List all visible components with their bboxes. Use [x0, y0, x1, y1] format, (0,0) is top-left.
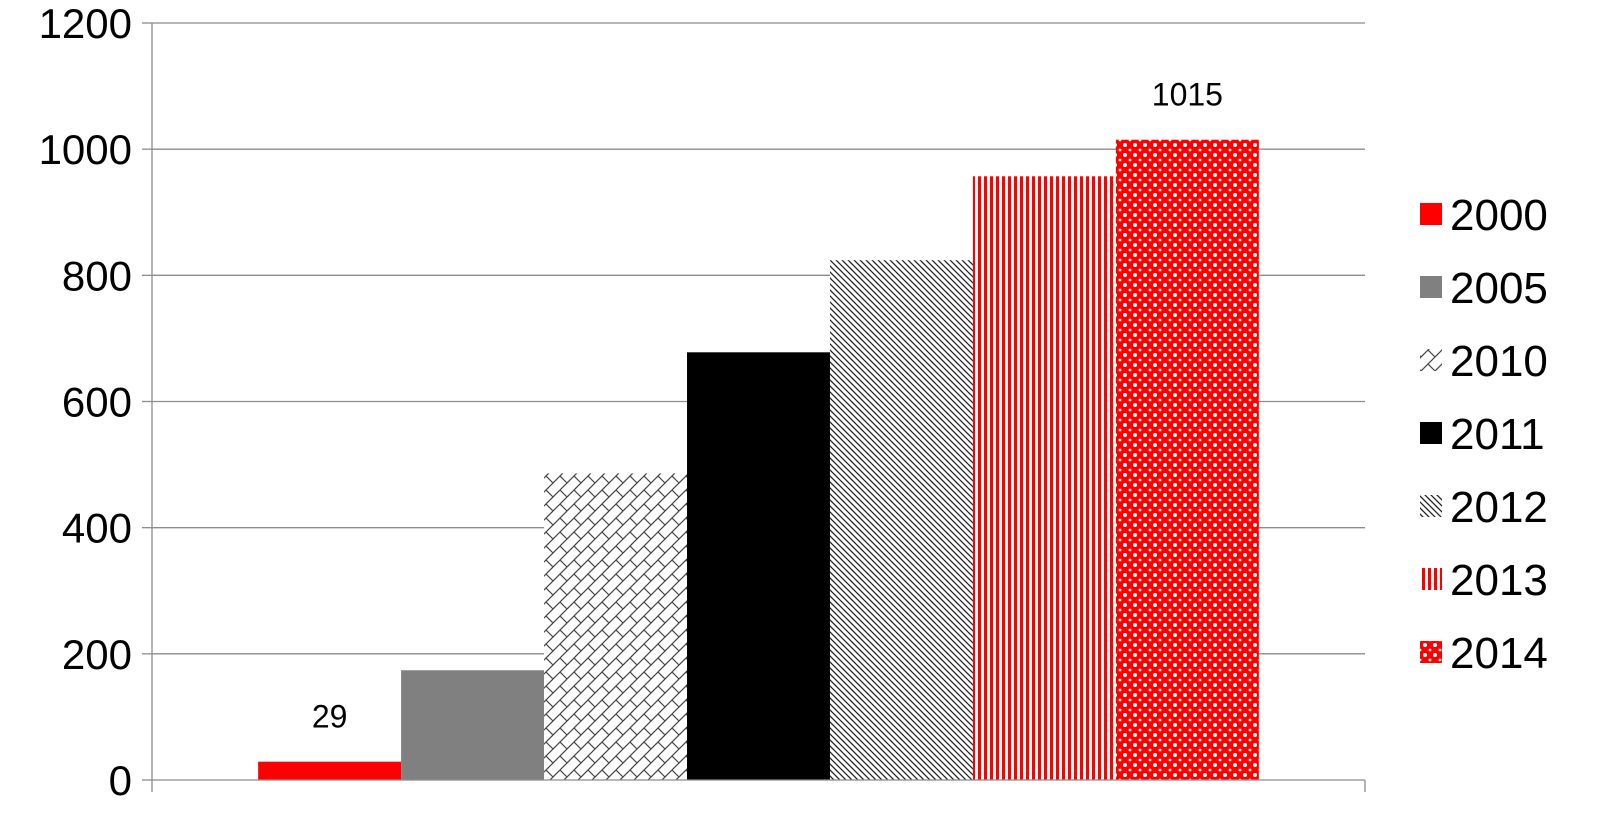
legend-label-2011: 2011 — [1450, 410, 1545, 459]
y-tick-label: 0 — [109, 757, 132, 804]
legend-label-2010: 2010 — [1450, 337, 1548, 386]
legend-label-2000: 2000 — [1450, 191, 1548, 240]
legend-swatch-2000 — [1420, 203, 1442, 225]
legend-swatch-2013 — [1420, 568, 1442, 590]
bar-2012 — [829, 260, 973, 780]
y-tick-label: 600 — [62, 379, 132, 426]
y-tick-label: 1000 — [39, 126, 132, 173]
bar-2000 — [258, 761, 402, 780]
bar-2005 — [401, 670, 545, 780]
data-label-2000: 29 — [312, 699, 348, 735]
y-tick-label: 800 — [62, 252, 132, 299]
legend-label-2005: 2005 — [1450, 264, 1548, 313]
bar-2011 — [687, 352, 830, 780]
legend-label-2014: 2014 — [1450, 629, 1548, 678]
bar-2013 — [972, 176, 1116, 781]
legend-swatch-2011 — [1420, 422, 1442, 444]
legend-swatch-2005 — [1420, 276, 1442, 298]
legend-swatch-2012 — [1420, 495, 1442, 517]
y-tick-label: 200 — [62, 631, 132, 678]
legend-label-2012: 2012 — [1450, 483, 1548, 532]
legend-swatch-2010 — [1420, 349, 1442, 371]
bar-2010 — [544, 473, 688, 780]
legend-swatch-2014 — [1420, 641, 1442, 663]
legend-label-2013: 2013 — [1450, 556, 1548, 605]
data-label-2014: 1015 — [1152, 77, 1223, 113]
y-tick-label: 400 — [62, 505, 132, 552]
y-tick-label: 1200 — [39, 0, 132, 47]
bar-2014 — [1115, 139, 1259, 780]
